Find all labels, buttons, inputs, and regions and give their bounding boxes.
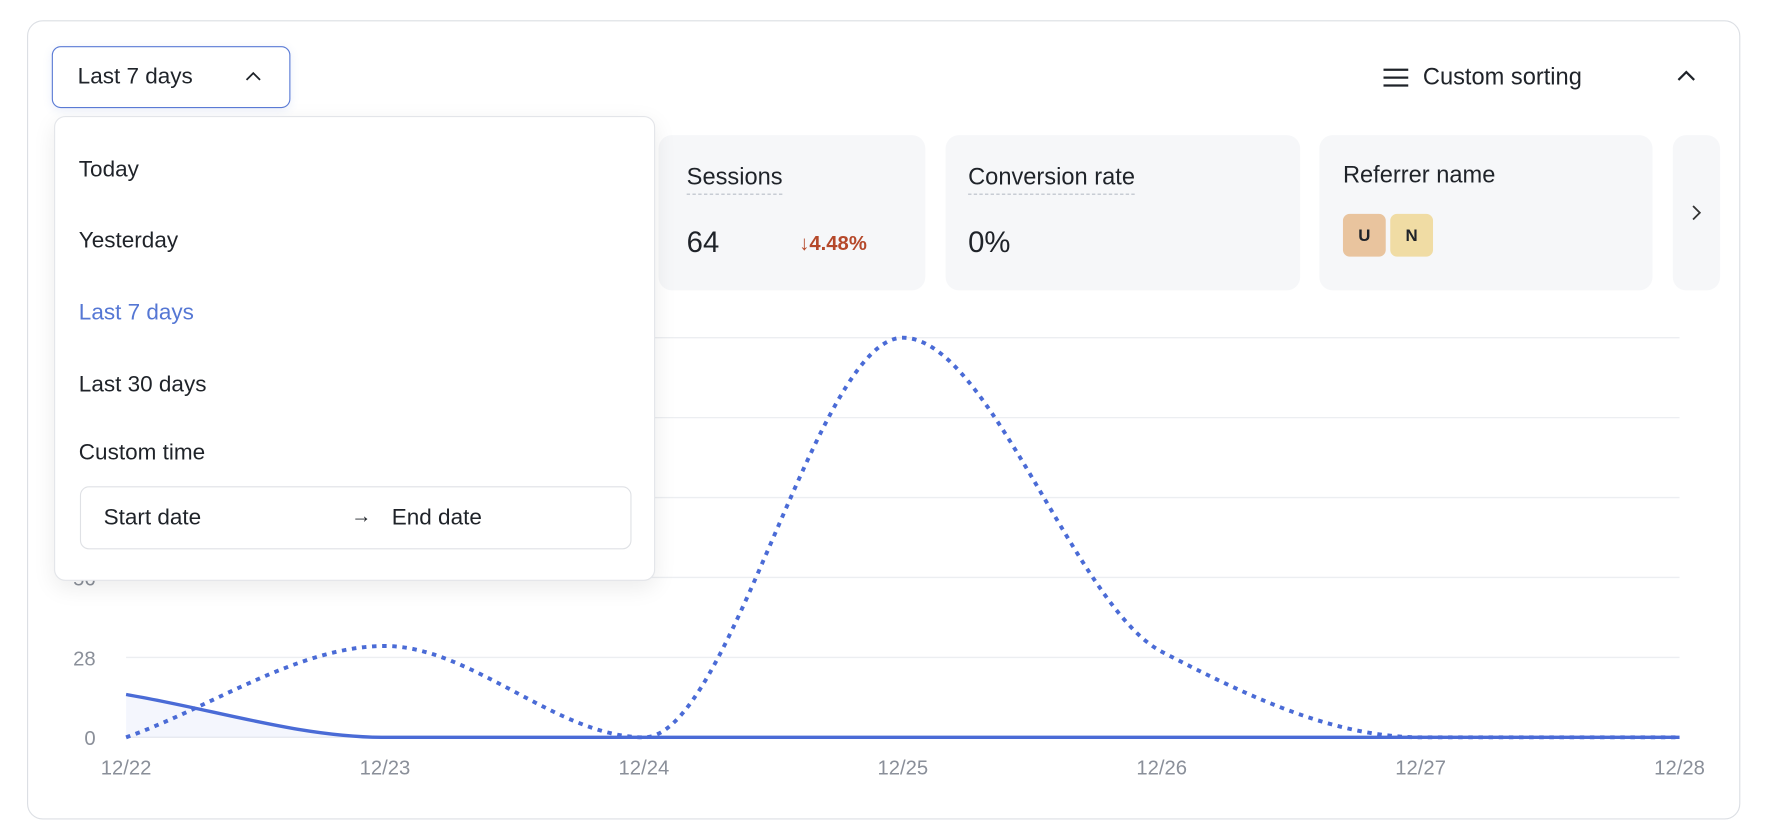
x-tick-label: 12/24 [619,757,670,779]
menu-lines-icon [1383,68,1409,87]
arrow-right-icon: → [351,504,372,527]
x-tick-label: 12/22 [101,757,152,779]
x-tick-label: 12/25 [877,757,928,779]
x-tick-label: 12/26 [1136,757,1187,779]
chevron-up-icon[interactable] [1673,63,1700,90]
y-tick-label: 28 [73,648,96,670]
metric-label: Referrer name [1342,162,1496,188]
x-tick-label: 12/27 [1395,757,1446,779]
date-range-selected: Last 7 days [77,64,193,89]
series-line-solid [125,692,1680,740]
metric-label: Conversion rate [968,164,1135,195]
chevron-right-icon [1692,205,1702,221]
end-date-input[interactable]: End date [391,505,482,531]
x-tick-label: 12/28 [1654,757,1705,779]
series-area [126,694,1680,738]
option-yesterday[interactable]: Yesterday [78,228,179,254]
metric-value: 0% [968,225,1011,259]
date-range-dropdown: Today Yesterday Last 7 days Last 30 days… [54,115,656,581]
custom-sorting-label: Custom sorting [1422,64,1582,91]
date-range-select[interactable]: Last 7 days [51,46,291,109]
metric-label: Sessions [686,164,783,195]
metric-card-referrer-name[interactable]: Referrer name [1319,135,1653,291]
metric-delta: ↓4.48% [799,231,867,255]
custom-sorting-button[interactable]: Custom sorting [1382,61,1582,95]
custom-date-range-input[interactable]: Start date → End date [79,486,632,550]
referrer-badge: U [1342,213,1386,257]
custom-time-label: Custom time [78,440,206,465]
option-last-7-days[interactable]: Last 7 days [78,300,194,326]
chevron-up-icon [245,71,261,81]
x-tick-label: 12/23 [360,757,411,779]
metric-card-sessions[interactable]: Sessions 64 ↓4.48% [658,135,926,291]
arrow-down-icon: ↓ [799,231,810,255]
y-tick-label: 0 [84,728,95,750]
metric-card-conversion-rate[interactable]: Conversion rate 0% [945,135,1301,291]
option-last-30-days[interactable]: Last 30 days [78,372,207,398]
metric-value: 64 [686,225,720,259]
start-date-input[interactable]: Start date [103,505,202,531]
metrics-next-button[interactable] [1672,135,1721,291]
series-line-dotted [125,335,1680,740]
referrer-badge: N [1390,213,1434,257]
option-today[interactable]: Today [78,157,139,183]
